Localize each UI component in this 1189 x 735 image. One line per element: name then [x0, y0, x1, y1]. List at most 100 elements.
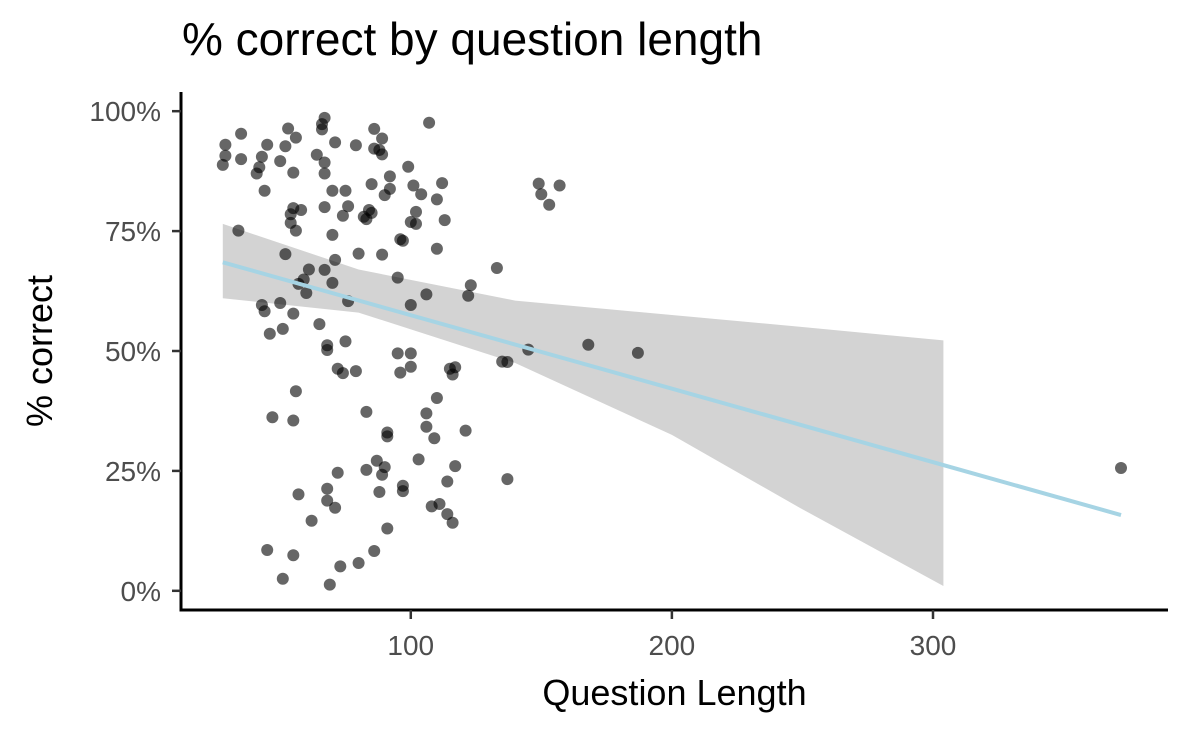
data-point: [373, 486, 386, 498]
data-point: [420, 288, 433, 301]
data-point: [410, 205, 422, 218]
data-point: [415, 188, 428, 201]
data-point: [305, 514, 318, 527]
data-point: [258, 184, 271, 197]
data-point: [423, 116, 436, 129]
data-point: [287, 166, 300, 179]
data-point: [274, 297, 287, 309]
data-point: [313, 318, 326, 331]
data-point: [349, 365, 362, 378]
data-point: [318, 263, 331, 276]
data-point: [360, 405, 373, 418]
data-point: [295, 204, 308, 216]
y-tick-label: 100%: [89, 96, 161, 127]
data-point: [274, 155, 287, 168]
data-point: [282, 122, 295, 135]
data-point: [263, 327, 276, 340]
data-point: [631, 346, 644, 359]
x-tick-label: 300: [910, 630, 957, 661]
data-point: [490, 262, 503, 274]
data-point: [329, 253, 342, 266]
data-point: [553, 179, 566, 192]
data-point: [266, 411, 279, 424]
data-point: [430, 193, 443, 206]
data-point: [376, 148, 389, 161]
data-point: [287, 414, 300, 427]
points-layer: [216, 111, 1127, 591]
data-point: [318, 201, 331, 214]
data-point: [352, 557, 365, 569]
data-point: [216, 158, 229, 171]
data-point: [1115, 462, 1127, 474]
data-point: [310, 148, 323, 161]
data-point: [378, 461, 391, 474]
data-point: [396, 485, 409, 498]
data-point: [342, 200, 355, 213]
data-point: [459, 424, 472, 437]
y-tick-label: 50%: [105, 336, 161, 367]
data-point: [420, 420, 433, 433]
data-point: [381, 430, 394, 443]
data-point: [258, 305, 271, 318]
data-point: [253, 161, 266, 174]
data-point: [360, 463, 373, 476]
data-point: [464, 279, 477, 292]
data-point: [261, 138, 274, 151]
data-point: [404, 347, 417, 360]
x-tick-label: 200: [649, 630, 696, 661]
data-point: [430, 242, 443, 255]
y-tick-label: 0%: [121, 576, 161, 607]
data-point: [368, 122, 381, 135]
data-point: [449, 460, 462, 473]
data-point: [532, 177, 545, 190]
data-point: [430, 392, 443, 404]
data-point: [402, 160, 415, 173]
data-point: [276, 572, 289, 585]
data-point: [376, 248, 389, 261]
data-point: [289, 385, 302, 398]
data-point: [323, 578, 336, 591]
data-point: [376, 132, 389, 145]
data-point: [334, 560, 347, 573]
data-point: [235, 153, 248, 166]
data-point: [219, 149, 232, 162]
data-point: [391, 347, 404, 360]
data-point: [331, 466, 344, 479]
x-tick-label: 100: [387, 630, 434, 661]
y-ticks: 0% 25% 50% 75% 100%: [89, 96, 181, 607]
data-point: [441, 508, 454, 521]
data-point: [235, 127, 248, 140]
data-point: [255, 150, 268, 163]
regression-line: [222, 260, 1122, 517]
data-point: [383, 170, 396, 183]
data-point: [365, 206, 378, 219]
data-point: [300, 287, 313, 299]
data-point: [329, 136, 342, 149]
data-point: [501, 473, 514, 486]
data-point: [326, 276, 339, 289]
data-point: [410, 217, 422, 230]
data-point: [365, 178, 378, 191]
y-tick-label: 75%: [105, 216, 161, 247]
data-point: [321, 344, 334, 356]
data-point: [276, 322, 289, 335]
data-point: [318, 111, 331, 124]
data-point: [321, 482, 334, 495]
data-point: [279, 248, 292, 261]
data-point: [287, 549, 300, 562]
data-point: [329, 501, 342, 514]
data-point: [368, 545, 381, 557]
data-point: [404, 360, 417, 373]
y-tick-label: 25%: [105, 456, 161, 487]
data-point: [428, 432, 441, 445]
chart-title: % correct by question length: [182, 13, 763, 65]
data-point: [302, 263, 315, 276]
data-point: [318, 167, 331, 180]
data-point: [381, 522, 394, 535]
y-axis-title: % correct: [19, 275, 60, 427]
data-point: [501, 356, 514, 368]
data-point: [279, 140, 292, 153]
data-point: [287, 307, 300, 320]
data-point: [412, 453, 425, 466]
